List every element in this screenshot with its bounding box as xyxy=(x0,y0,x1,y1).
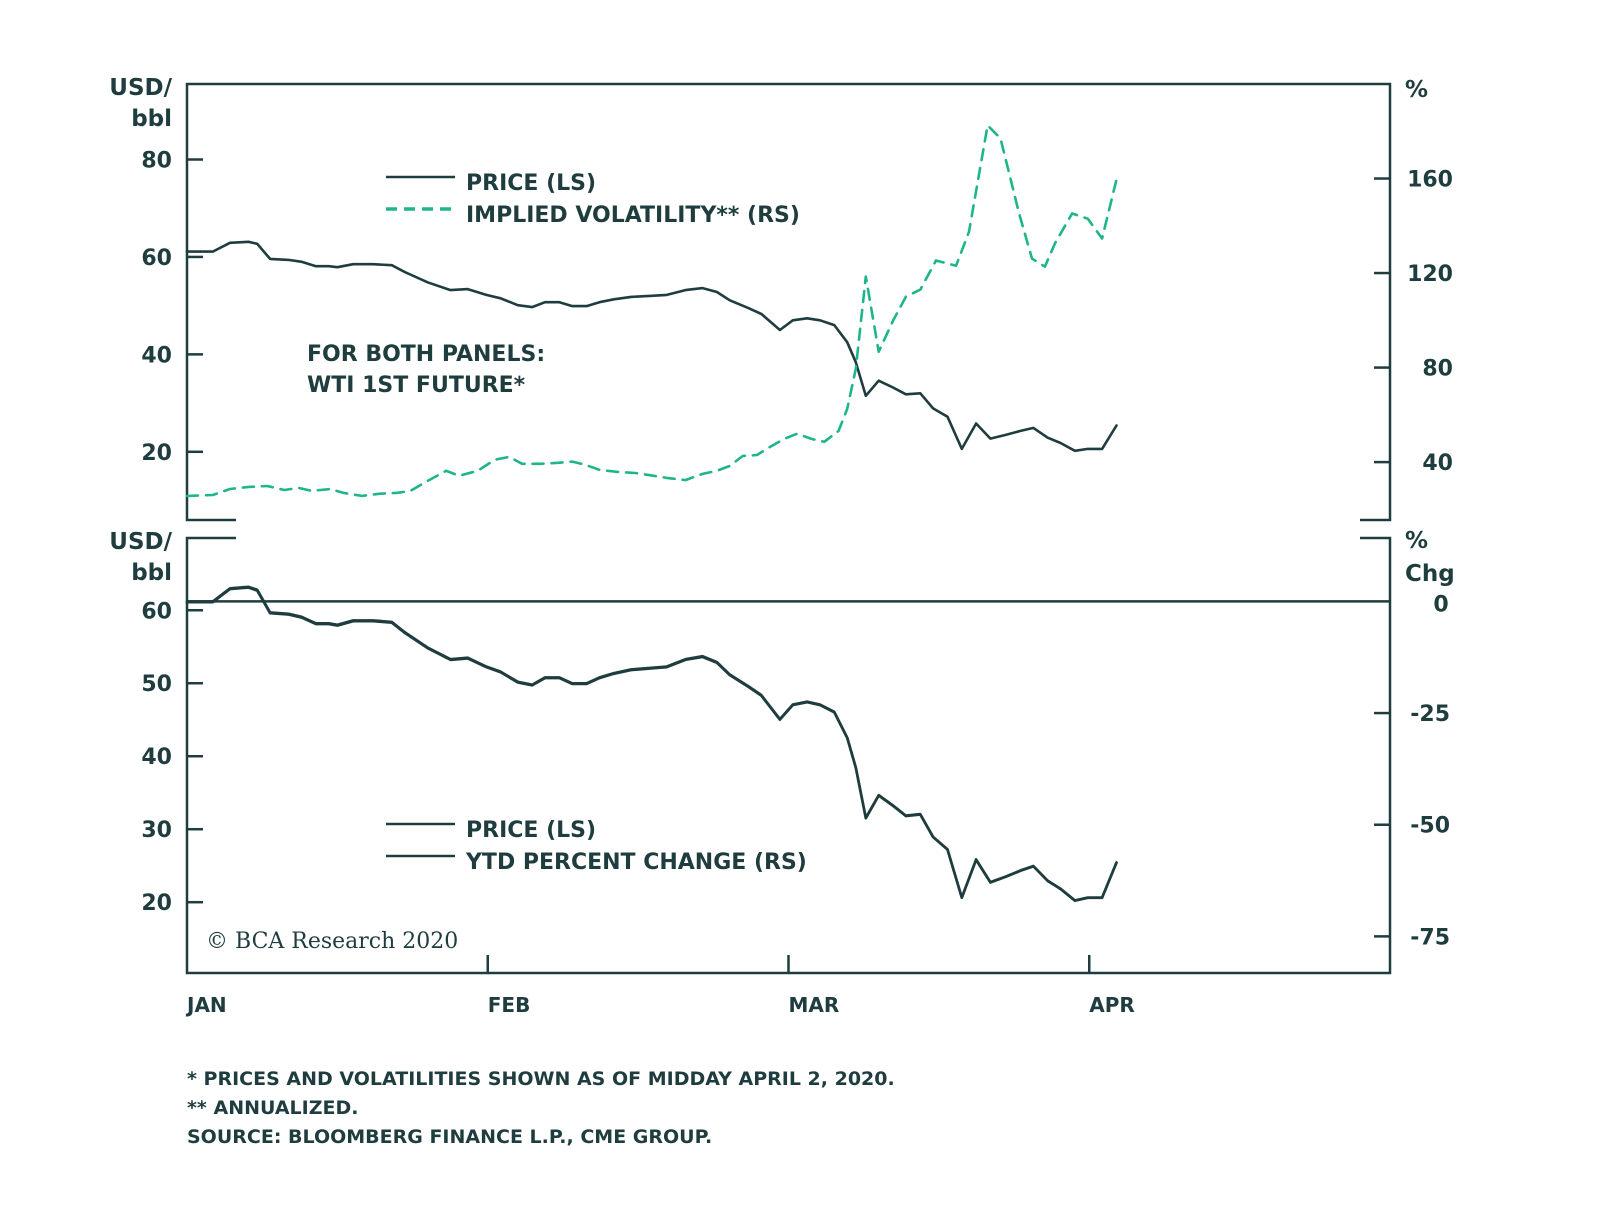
y-tick-label: 160 xyxy=(1407,168,1453,193)
y-tick-label: 50 xyxy=(141,672,172,697)
y-tick-label: 80 xyxy=(1422,357,1453,382)
legend-label-price-bottom: PRICE (LS) xyxy=(466,818,596,843)
bottom-left-unit-2: bbl xyxy=(131,560,172,586)
y-tick-label: -50 xyxy=(1410,814,1450,839)
top-panel-frame xyxy=(187,84,1390,520)
x-tick-label: JAN xyxy=(185,993,227,1017)
bottom-right-unit-2: Chg xyxy=(1405,561,1455,587)
footnote-source: SOURCE: BLOOMBERG FINANCE L.P., CME GROU… xyxy=(187,1126,712,1148)
bottom-left-axis: 20 30 40 50 60 xyxy=(141,599,203,916)
legend-label-ytd: YTD PERCENT CHANGE (RS) xyxy=(465,850,807,875)
bottom-panel-frame xyxy=(187,538,1390,973)
wti-chart: USD/ bbl % 20 40 60 80 40 80 120 160 PRICE (LS… xyxy=(0,0,1600,1207)
y-tick-label: 30 xyxy=(141,818,172,843)
x-tick-label: MAR xyxy=(789,993,840,1017)
legend-label-volatility: IMPLIED VOLATILITY** (RS) xyxy=(466,203,800,228)
series-line-implied-volatility xyxy=(187,125,1117,496)
y-tick-label: 60 xyxy=(141,246,172,271)
footnote-1: * PRICES AND VOLATILITIES SHOWN AS OF MI… xyxy=(187,1068,895,1090)
y-tick-label: 40 xyxy=(141,745,172,770)
annotation-line-1: FOR BOTH PANELS: xyxy=(307,342,545,367)
y-tick-label: 40 xyxy=(1422,451,1453,476)
copyright: © BCA Research 2020 xyxy=(206,929,458,954)
top-left-axis: 20 40 60 80 xyxy=(141,149,203,466)
y-tick-label: 40 xyxy=(141,343,172,368)
top-left-unit-2: bbl xyxy=(131,106,172,132)
bottom-panel: USD/ bbl % Chg 20 30 40 50 60 0 -25 -50 -75 PRI… xyxy=(109,528,1454,1017)
y-tick-label: -75 xyxy=(1410,925,1450,950)
x-axis: JAN FEB MAR APR xyxy=(185,955,1135,1017)
x-tick-label: APR xyxy=(1089,993,1135,1017)
top-panel: USD/ bbl % 20 40 60 80 40 80 120 160 PRICE (LS… xyxy=(109,75,1453,520)
top-right-unit: % xyxy=(1405,77,1428,103)
top-left-unit-1: USD/ xyxy=(109,75,172,101)
y-tick-label: 20 xyxy=(141,891,172,916)
bottom-right-unit-1: % xyxy=(1405,528,1428,554)
y-tick-label: 0 xyxy=(1433,592,1448,617)
y-tick-label: 120 xyxy=(1407,262,1453,287)
y-tick-label: 60 xyxy=(141,599,172,624)
footnote-2: ** ANNUALIZED. xyxy=(187,1097,358,1119)
x-tick-label: FEB xyxy=(488,993,531,1017)
y-tick-label: 20 xyxy=(141,441,172,466)
y-tick-label: 80 xyxy=(141,149,172,174)
bottom-left-unit-1: USD/ xyxy=(109,529,172,555)
legend-label-price-top: PRICE (LS) xyxy=(466,171,596,196)
bottom-right-axis: 0 -25 -50 -75 xyxy=(1374,592,1450,950)
annotation-line-2: WTI 1ST FUTURE* xyxy=(307,373,526,398)
footnotes: * PRICES AND VOLATILITIES SHOWN AS OF MI… xyxy=(187,1068,895,1148)
top-right-axis: 40 80 120 160 xyxy=(1374,168,1453,477)
y-tick-label: -25 xyxy=(1410,702,1450,727)
